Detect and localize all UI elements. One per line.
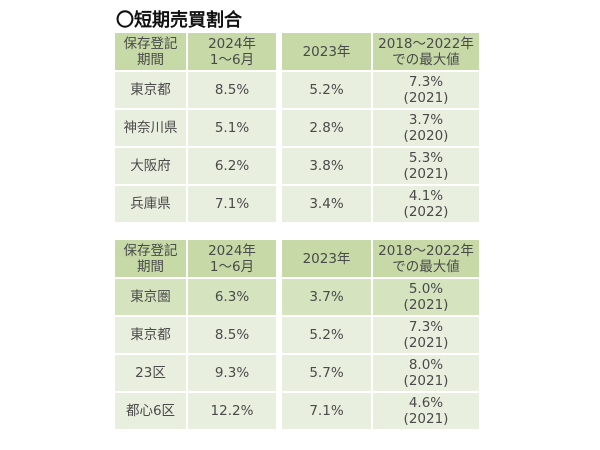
cell-max: 8.0% (2021): [373, 355, 479, 391]
cell-y2023: 5.2%: [282, 317, 371, 353]
cell-h1_2024: 6.2%: [188, 148, 276, 184]
table-row: 大阪府 6.2% 3.8% 5.3% (2021): [115, 148, 481, 184]
column-header: 保存登記 期間: [115, 240, 186, 277]
cell-y2023: 2.8%: [282, 110, 371, 146]
table-row: 都心6区 12.2% 7.1% 4.6% (2021): [115, 393, 481, 429]
table-row: 東京都 8.5% 5.2% 7.3% (2021): [115, 72, 481, 108]
header-row: 保存登記 期間 2024年 1～6月 2023年 2018～2022年 での最大値: [115, 240, 481, 277]
table-row: 神奈川県 5.1% 2.8% 3.7% (2020): [115, 110, 481, 146]
cell-y2023: 3.8%: [282, 148, 371, 184]
cell-max: 7.3% (2021): [373, 72, 479, 108]
cell-region: 兵庫県: [115, 186, 186, 222]
cell-region: 東京都: [115, 72, 186, 108]
column-header: 2024年 1～6月: [188, 240, 276, 277]
cell-max: 3.7% (2020): [373, 110, 479, 146]
cell-h1_2024: 9.3%: [188, 355, 276, 391]
cell-max: 7.3% (2021): [373, 317, 479, 353]
cell-y2023: 3.4%: [282, 186, 371, 222]
cell-max: 4.1% (2022): [373, 186, 479, 222]
column-header: 2023年: [282, 240, 371, 277]
cell-y2023: 7.1%: [282, 393, 371, 429]
table-row: 東京圏 6.3% 3.7% 5.0% (2021): [115, 279, 481, 315]
cell-region: 大阪府: [115, 148, 186, 184]
cell-y2023: 5.7%: [282, 355, 371, 391]
short-term-sales-table-tokyo: 保存登記 期間 2024年 1～6月 2023年 2018～2022年 での最大値 東京…: [115, 240, 481, 431]
table-row: 兵庫県 7.1% 3.4% 4.1% (2022): [115, 186, 481, 222]
cell-max: 5.0% (2021): [373, 279, 479, 315]
cell-h1_2024: 8.5%: [188, 72, 276, 108]
cell-h1_2024: 8.5%: [188, 317, 276, 353]
cell-h1_2024: 6.3%: [188, 279, 276, 315]
cell-h1_2024: 5.1%: [188, 110, 276, 146]
section-title: 〇短期売買割合: [116, 10, 242, 31]
cell-y2023: 3.7%: [282, 279, 371, 315]
cell-region: 23区: [115, 355, 186, 391]
cell-region: 東京圏: [115, 279, 186, 315]
cell-max: 5.3% (2021): [373, 148, 479, 184]
short-term-sales-table-prefectures: 保存登記 期間 2024年 1～6月 2023年 2018～2022年 での最大値 東京…: [115, 33, 481, 224]
cell-region: 神奈川県: [115, 110, 186, 146]
cell-h1_2024: 12.2%: [188, 393, 276, 429]
cell-region: 都心6区: [115, 393, 186, 429]
cell-y2023: 5.2%: [282, 72, 371, 108]
column-header: 保存登記 期間: [115, 33, 186, 70]
column-header: 2024年 1～6月: [188, 33, 276, 70]
header-row: 保存登記 期間 2024年 1～6月 2023年 2018～2022年 での最大値: [115, 33, 481, 70]
column-header: 2023年: [282, 33, 371, 70]
table-row: 23区 9.3% 5.7% 8.0% (2021): [115, 355, 481, 391]
cell-region: 東京都: [115, 317, 186, 353]
column-header: 2018～2022年 での最大値: [373, 240, 479, 277]
cell-h1_2024: 7.1%: [188, 186, 276, 222]
column-header: 2018～2022年 での最大値: [373, 33, 479, 70]
table-row: 東京都 8.5% 5.2% 7.3% (2021): [115, 317, 481, 353]
cell-max: 4.6% (2021): [373, 393, 479, 429]
